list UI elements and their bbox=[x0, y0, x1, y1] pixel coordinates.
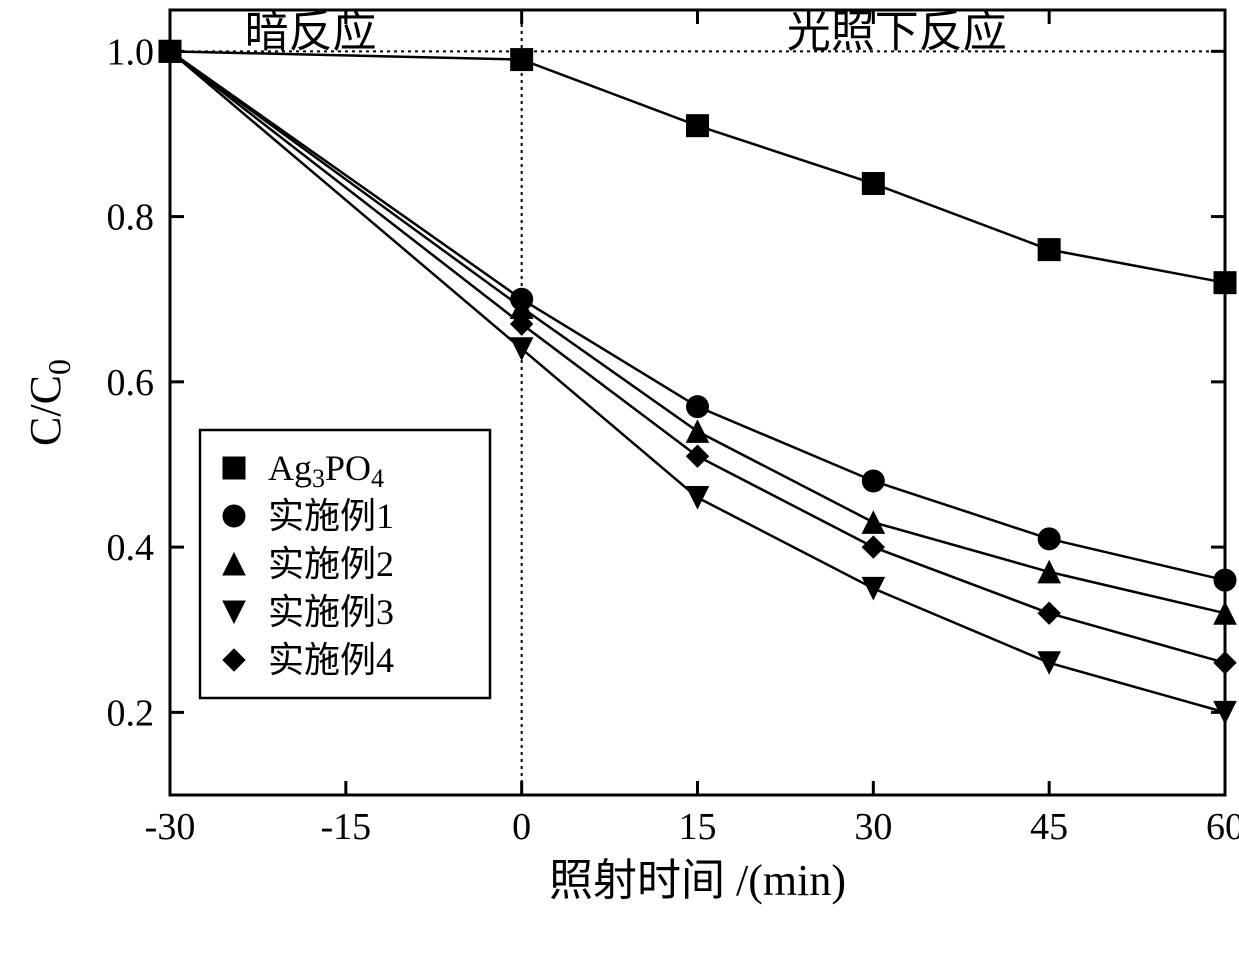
x-tick-label: 45 bbox=[1030, 806, 1068, 848]
y-tick-label: 0.8 bbox=[107, 197, 155, 239]
y-tick-label: 0.6 bbox=[107, 362, 155, 404]
legend-item: 实施例3 bbox=[223, 592, 394, 632]
legend-label: Ag3PO4 bbox=[268, 448, 384, 493]
legend-item: 实施例1 bbox=[223, 496, 394, 536]
legend-label: 实施例1 bbox=[268, 496, 394, 536]
x-axis-label: 照射时间 /(min) bbox=[549, 856, 846, 905]
dark-region-label: 暗反应 bbox=[245, 8, 377, 57]
chart-svg: -30 -15 0 15 30 45 60 0.2 0.4 0.6 0.8 1.0 暗反应 光照下反应照射… bbox=[0, 0, 1239, 953]
x-tick-label: 0 bbox=[512, 806, 531, 848]
x-tick-label: -15 bbox=[321, 806, 372, 848]
y-axis-label: C/C0 bbox=[21, 359, 77, 446]
legend-item: 实施例4 bbox=[223, 640, 394, 680]
y-tick-label: 1.0 bbox=[107, 31, 155, 73]
legend-label: 实施例3 bbox=[268, 592, 394, 632]
light-region-label: 光照下反应 bbox=[787, 8, 1007, 57]
chart-container: -30 -15 0 15 30 45 60 0.2 0.4 0.6 0.8 1.0 暗反应 光照下反应照射… bbox=[0, 0, 1239, 953]
legend-label: 实施例2 bbox=[268, 544, 394, 584]
legend-item: 实施例2 bbox=[223, 544, 394, 584]
y-tick-label: 0.4 bbox=[107, 527, 155, 569]
legend-label: 实施例4 bbox=[268, 640, 394, 680]
x-tick-label: -30 bbox=[145, 806, 196, 848]
x-tick-label: 15 bbox=[679, 806, 717, 848]
legend-item: Ag3PO4 bbox=[223, 448, 384, 493]
x-tick-label: 60 bbox=[1206, 806, 1239, 848]
x-tick-label: 30 bbox=[854, 806, 892, 848]
y-tick-label: 0.2 bbox=[107, 692, 155, 734]
